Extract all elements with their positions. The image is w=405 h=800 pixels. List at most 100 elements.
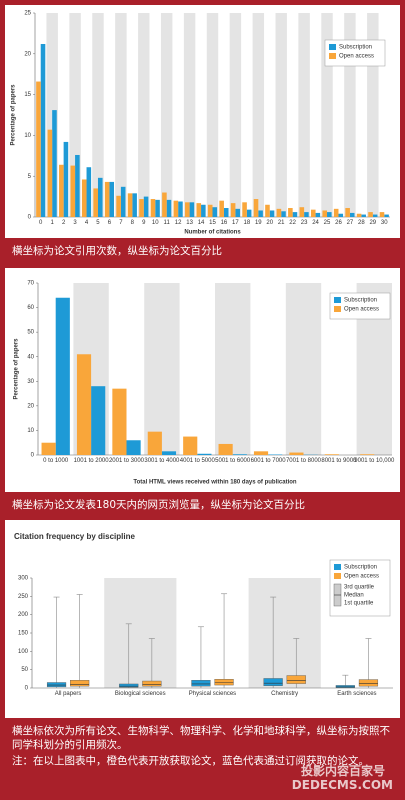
bar — [70, 165, 76, 217]
band — [104, 578, 177, 688]
y-tick-label: 50 — [21, 667, 28, 673]
x-tick-label: 5001 to 6000 — [215, 458, 251, 464]
bar — [196, 203, 202, 217]
bar — [81, 179, 87, 217]
bar — [173, 200, 179, 217]
bar — [183, 436, 198, 455]
y-tick-label: 150 — [18, 631, 29, 637]
note: 注：在以上图表中，橙色代表开放获取论文，蓝色代表通过订阅获取的论文。 — [12, 755, 369, 767]
bar — [230, 203, 236, 217]
bar — [299, 207, 305, 217]
bar — [253, 451, 269, 455]
box — [214, 679, 234, 686]
x-axis-title: Total HTML views received within 180 day… — [133, 480, 296, 486]
y-tick-label: 10 — [24, 133, 31, 139]
y-tick-label: 0 — [28, 215, 32, 221]
bar — [218, 443, 233, 455]
watermark: 投影内容百家号 — [300, 764, 385, 778]
x-tick-label: 1001 to 2000 — [73, 458, 109, 464]
bar — [258, 210, 263, 217]
bar — [127, 193, 133, 217]
caption: 横坐标依次为所有论文、生物科学、物理科学、化学和地球科学，纵坐标为按照不同学科划… — [12, 725, 390, 751]
y-tick-label: 30 — [27, 379, 34, 385]
x-tick-label: 2 — [61, 220, 66, 226]
bar — [265, 204, 270, 217]
x-tick-label: 0 to 1000 — [43, 458, 69, 464]
y-tick-label: 15 — [24, 92, 31, 98]
bar — [207, 204, 213, 217]
x-tick-label: 12 — [174, 220, 182, 226]
bar — [161, 451, 177, 455]
x-tick-label: 19 — [254, 220, 262, 226]
y-tick-label: 40 — [27, 354, 34, 360]
x-tick-label: 7 — [119, 220, 123, 226]
legend-swatch — [334, 306, 341, 312]
bar — [212, 207, 218, 217]
bar — [304, 212, 309, 217]
bar — [139, 199, 144, 217]
x-tick-label: Physical sciences — [188, 691, 237, 697]
y-axis-title: Percentage of papers — [14, 338, 20, 400]
x-tick-label: 6 — [107, 220, 112, 226]
bar — [269, 210, 275, 217]
bar — [197, 453, 212, 455]
bar — [76, 354, 92, 455]
bar — [281, 211, 286, 217]
bar — [63, 141, 69, 217]
band — [229, 13, 242, 217]
x-tick-label: 9001 to 10,000 — [354, 458, 395, 464]
bar — [93, 188, 98, 217]
legend-swatch — [334, 297, 341, 303]
x-tick-label: Biological sciences — [114, 691, 166, 697]
legend-label: Open access — [339, 54, 374, 60]
bar — [276, 208, 282, 217]
chart-title: Citation frequency by discipline — [14, 532, 135, 541]
bar — [361, 214, 366, 217]
bar — [223, 208, 229, 217]
bar — [349, 212, 355, 217]
band — [183, 13, 196, 217]
bar — [368, 212, 373, 217]
x-tick-label: 25 — [323, 220, 331, 226]
x-tick-label: 13 — [186, 220, 193, 226]
bar — [47, 129, 53, 217]
x-tick-label: 11 — [163, 220, 170, 226]
bar — [41, 442, 56, 455]
x-tick-label: 0 — [39, 220, 43, 226]
y-tick-label: 60 — [27, 305, 34, 311]
bar — [333, 208, 339, 217]
y-tick-label: 5 — [28, 174, 32, 180]
x-tick-label: 21 — [277, 220, 285, 226]
bar — [253, 199, 259, 217]
y-tick-label: 50 — [27, 330, 34, 336]
x-tick-label: 1 — [50, 220, 54, 226]
band — [298, 13, 310, 217]
box — [263, 678, 283, 687]
legend-label: Subscription — [344, 298, 377, 304]
bar — [232, 454, 247, 455]
bar — [52, 110, 57, 217]
x-axis-title: Number of citations — [184, 230, 241, 236]
bar — [97, 177, 103, 217]
bar — [150, 199, 156, 217]
bar — [112, 388, 127, 455]
x-tick-label: 5 — [96, 220, 100, 226]
band — [321, 13, 333, 217]
y-tick-label: 70 — [27, 281, 34, 287]
y-tick-label: 300 — [18, 576, 29, 582]
x-tick-label: Earth sciences — [337, 691, 377, 697]
x-tick-label: 8 — [130, 220, 134, 226]
legend-label: Open access — [344, 574, 379, 580]
bar — [384, 214, 389, 217]
caption: 横坐标为论文引用次数，纵坐标为论文百分比 — [12, 245, 222, 257]
box — [191, 680, 211, 687]
x-tick-label: 3001 to 4000 — [144, 458, 180, 464]
bar — [356, 213, 362, 217]
x-tick-label: 20 — [266, 220, 274, 226]
x-tick-label: 30 — [380, 220, 388, 226]
x-tick-label: 8001 to 9000 — [321, 458, 357, 464]
y-tick-label: 250 — [18, 594, 29, 600]
bar — [324, 454, 339, 455]
bar — [219, 200, 224, 217]
bar — [162, 192, 167, 217]
